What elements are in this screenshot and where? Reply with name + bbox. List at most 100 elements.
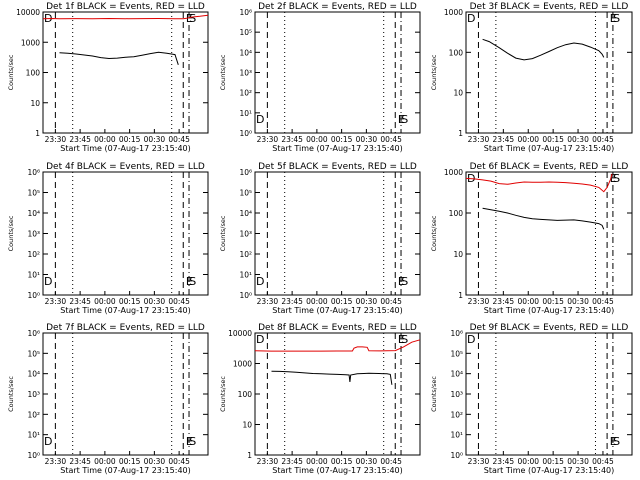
x-tick-label: 00:00 [94,457,116,466]
y-tick-label: 100 [238,390,253,399]
marker-s: S [189,12,196,25]
marker-d: D [256,113,264,126]
x-tick-label: 23:30 [468,297,490,306]
panel-title: Det 8f BLACK = Events, RED = LLD [258,323,417,333]
x-tick-label: 00:30 [567,135,589,144]
x-tick-label: 00:45 [168,297,190,306]
y-tick-label: 100 [26,69,41,78]
x-axis-title: Start Time (07-Aug-17 23:15:40) [60,144,191,153]
x-tick-label: 00:45 [592,457,614,466]
marker-s: S [401,275,408,288]
panel-title: Det 4f BLACK = Events, RED = LLD [46,162,205,172]
y-tick-label: 10¹ [239,271,252,280]
y-tick-label: 10⁵ [27,189,40,198]
y-tick-label: 100 [449,209,464,218]
x-tick-label: 00:30 [356,297,378,306]
x-tick-label: 00:15 [331,457,353,466]
x-tick-label: 00:30 [144,297,166,306]
x-tick-label: 23:45 [69,297,91,306]
x-tick-label: 00:30 [144,457,166,466]
y-axis-title: Counts/sec [219,54,227,90]
marker-e: E [398,113,405,126]
x-tick-label: 00:30 [567,457,589,466]
x-tick-label: 00:45 [168,135,190,144]
marker-s: S [613,12,620,25]
x-tick-label: 23:30 [45,135,67,144]
y-axis-title: Counts/sec [430,376,438,412]
x-axis-title: Start Time (07-Aug-17 23:15:40) [484,466,615,475]
x-axis-title: Start Time (07-Aug-17 23:15:40) [484,306,615,315]
x-tick-label: 00:00 [306,457,328,466]
det-panel-2: Det 2f BLACK = Events, RED = LLD 10⁰ 10¹ 10… [219,2,421,153]
panel-title: Det 5f BLACK = Events, RED = LLD [258,162,417,172]
x-tick-label: 23:45 [493,297,515,306]
series-events [271,370,393,385]
y-tick-label: 10⁴ [239,48,252,57]
y-axis-title: Counts/sec [430,54,438,90]
y-tick-label: 10 [242,421,252,430]
series-lld [465,173,613,193]
series-events [482,207,605,230]
x-tick-label: 00:30 [144,135,166,144]
y-tick-label: 10⁰ [27,291,40,300]
x-tick-label: 23:30 [257,457,279,466]
marker-d: D [256,333,264,346]
x-axis-title: Start Time (07-Aug-17 23:15:40) [272,306,403,315]
x-tick-label: 00:00 [517,135,539,144]
marker-s: S [613,435,620,448]
y-tick-label: 10³ [239,230,252,239]
y-tick-label: 10⁵ [450,349,463,358]
y-tick-label: 10 [453,89,463,98]
y-tick-label: 10⁰ [239,129,252,138]
y-tick-label: 10⁶ [27,329,40,338]
plot-frame [465,11,633,134]
y-tick-label: 10¹ [27,271,40,280]
y-tick-label: 10² [239,89,252,98]
marker-e: E [186,435,193,448]
marker-s: S [401,333,408,346]
x-tick-label: 00:45 [380,135,402,144]
x-tick-label: 00:45 [380,297,402,306]
y-tick-label: 10² [27,250,40,259]
x-tick-label: 00:45 [592,297,614,306]
y-tick-label: 1000 [444,168,463,177]
x-tick-label: 00:15 [119,457,141,466]
x-axis-title: Start Time (07-Aug-17 23:15:40) [272,144,403,153]
y-tick-label: 10⁵ [27,349,40,358]
y-axis-title: Counts/sec [7,215,15,251]
x-tick-label: 23:30 [45,457,67,466]
x-tick-label: 00:15 [119,135,141,144]
x-tick-label: 00:45 [380,457,402,466]
x-tick-label: 00:00 [306,297,328,306]
x-tick-label: 00:15 [542,135,564,144]
x-tick-label: 00:30 [356,457,378,466]
x-tick-label: 23:45 [69,457,91,466]
marker-e: E [610,172,617,185]
det-panel-7: Det 7f BLACK = Events, RED = LLD 10⁰ 10¹ 10… [7,323,209,475]
x-tick-label: 23:45 [281,297,303,306]
y-tick-label: 10⁶ [27,168,40,177]
x-tick-label: 23:45 [493,135,515,144]
y-tick-label: 10² [450,410,463,419]
y-tick-label: 1 [35,129,40,138]
y-tick-label: 1000 [233,360,252,369]
x-tick-label: 00:00 [517,297,539,306]
x-tick-label: 00:15 [119,297,141,306]
y-tick-label: 10 [453,250,463,259]
y-tick-label: 10⁰ [239,291,252,300]
y-tick-label: 10⁴ [27,370,40,379]
y-tick-label: 10¹ [450,431,463,440]
y-axis-title: Counts/sec [7,376,15,412]
marker-e: E [610,435,617,448]
panel-title: Det 3f BLACK = Events, RED = LLD [470,2,629,12]
y-tick-label: 10000 [16,8,40,17]
x-axis-title: Start Time (07-Aug-17 23:15:40) [272,466,403,475]
y-axis-title: Counts/sec [219,376,227,412]
marker-s: S [189,275,196,288]
series-lld [42,14,209,20]
x-tick-label: 23:45 [493,457,515,466]
x-tick-label: 23:30 [257,297,279,306]
x-tick-label: 23:45 [281,457,303,466]
y-tick-label: 10000 [228,329,252,338]
